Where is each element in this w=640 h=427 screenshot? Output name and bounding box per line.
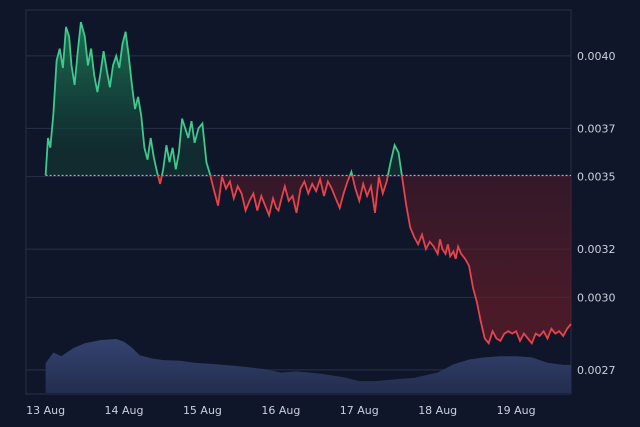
area-below-baseline (45, 175, 571, 344)
x-tick-label: 18 Aug (418, 404, 457, 417)
y-tick-label: 0.0035 (577, 171, 616, 184)
volume-area (45, 339, 572, 393)
price-line-down (45, 175, 572, 346)
x-tick-label: 15 Aug (183, 404, 222, 417)
y-tick-label: 0.0030 (577, 291, 616, 304)
y-tick-label: 0.0027 (577, 364, 616, 377)
y-axis: 0.0027 0.0030 0.0032 0.0035 0.0037 0.0040 (577, 50, 616, 377)
y-tick-label: 0.0032 (577, 243, 616, 256)
x-tick-label: 13 Aug (26, 404, 65, 417)
x-tick-label: 14 Aug (105, 404, 144, 417)
y-tick-label: 0.0037 (577, 122, 616, 135)
x-tick-label: 17 Aug (340, 404, 379, 417)
x-tick-label: 16 Aug (261, 404, 300, 417)
price-line-up (44, 21, 403, 176)
x-axis: 13 Aug 14 Aug 15 Aug 16 Aug 17 Aug 18 Aug 19 A… (26, 404, 535, 417)
x-tick-label: 19 Aug (497, 404, 536, 417)
area-above-baseline (45, 22, 402, 176)
y-tick-label: 0.0040 (577, 50, 616, 63)
